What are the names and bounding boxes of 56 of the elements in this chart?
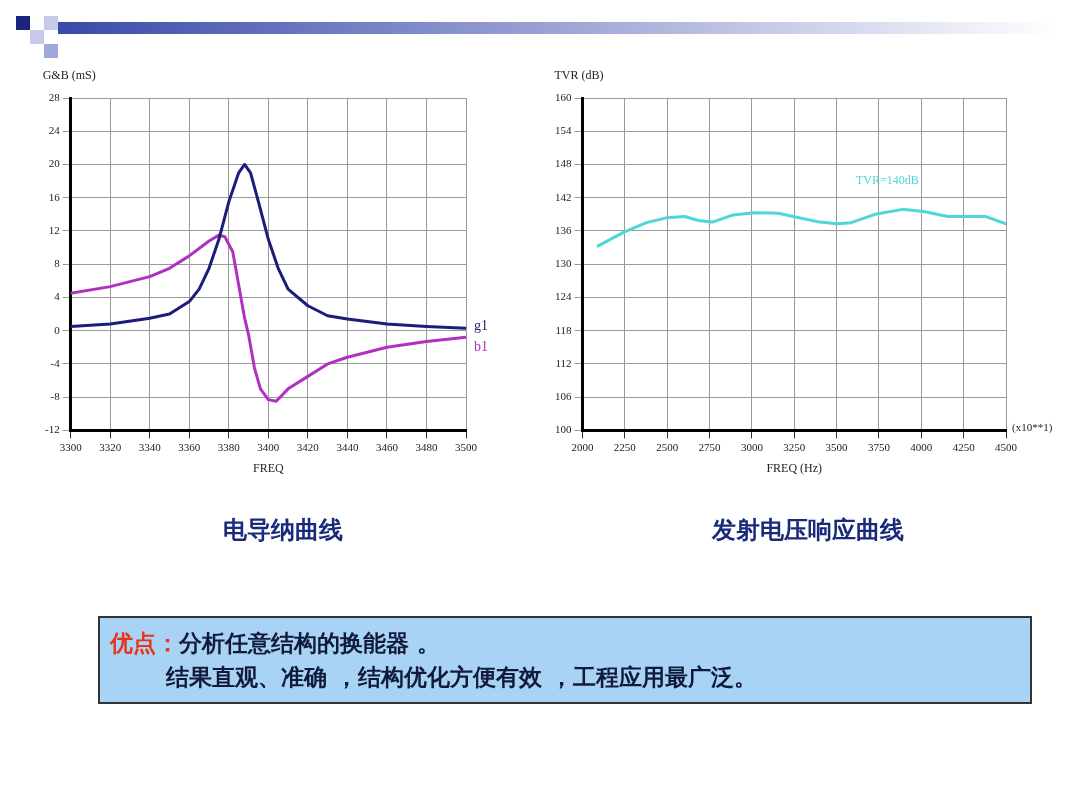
x-tick-label: 3500 <box>455 440 478 453</box>
x-tick-label: 4250 <box>952 440 976 453</box>
text: 发射电压响应曲线 <box>712 515 904 546</box>
x-tick-label: 4500 <box>995 440 1018 453</box>
y-tick-label: 4 <box>54 290 61 303</box>
y-tick-label: -8 <box>50 390 61 403</box>
text: 分析任意结构的换能器 。 <box>179 630 441 656</box>
x-tick-label: 3380 <box>217 440 241 453</box>
y-tick-label: 148 <box>555 157 572 170</box>
x-tick-label: 3480 <box>415 440 438 453</box>
x-axis-title: FREQ <box>252 460 284 475</box>
y-tick-label: 8 <box>54 257 61 270</box>
x-tick-label: 3340 <box>138 440 162 453</box>
y-tick-label: 24 <box>48 124 61 137</box>
y-tick-label: 112 <box>555 356 572 369</box>
x-tick-label: 2000 <box>571 440 594 453</box>
y-tick-label: 100 <box>555 423 572 436</box>
text: 优点： <box>110 630 179 656</box>
y-tick-label: 136 <box>555 223 572 236</box>
x-tick-label: 3440 <box>336 440 359 453</box>
y-tick-label: 118 <box>555 323 572 336</box>
y-tick-label: 16 <box>48 190 61 203</box>
y-tick-label: -4 <box>50 356 61 369</box>
y-tick-label: 142 <box>555 190 572 203</box>
y-tick-label: 124 <box>555 290 572 303</box>
y-tick-label: 0 <box>54 323 61 336</box>
x-tick-label: 3250 <box>783 440 806 453</box>
y-tick-label: 28 <box>48 90 61 103</box>
series-label: b1 <box>474 339 488 354</box>
y-tick-label: 20 <box>48 157 61 170</box>
x-tick-label: 2250 <box>613 440 637 453</box>
text: (x10**1) <box>1012 421 1053 435</box>
x-tick-label: 3420 <box>296 440 320 453</box>
y-tick-label: 160 <box>555 90 572 103</box>
series-label: g1 <box>474 317 488 333</box>
x-tick-label: 3360 <box>178 440 201 453</box>
x-tick-label: 3300 <box>59 440 83 453</box>
x-tick-label: 3400 <box>257 440 280 453</box>
x-tick-label: 2750 <box>698 440 722 453</box>
x-tick-label: 2500 <box>656 440 679 453</box>
x-tick-label: 3460 <box>375 440 399 453</box>
x-tick-label: 3000 <box>740 440 764 453</box>
y-axis-title: G&B (mS) <box>42 68 96 83</box>
y-tick-label: -12 <box>44 423 60 436</box>
x-axis-title: FREQ (Hz) <box>766 460 823 475</box>
y-axis-title: TVR (dB) <box>554 68 604 83</box>
x-tick-label: 3750 <box>867 440 891 453</box>
y-tick-label: 130 <box>555 257 572 270</box>
x-tick-label: 4000 <box>910 440 933 453</box>
x-tick-label: 3320 <box>99 440 122 453</box>
y-tick-label: 12 <box>48 223 60 236</box>
text: 结果直观、准确 ，结构优化方便有效 ，工程应用最广泛。 <box>165 663 758 692</box>
y-tick-label: 154 <box>555 124 572 137</box>
y-tick-label: 106 <box>555 390 572 403</box>
text: 电导纳曲线 <box>223 515 343 546</box>
x-tick-label: 3500 <box>825 440 849 453</box>
